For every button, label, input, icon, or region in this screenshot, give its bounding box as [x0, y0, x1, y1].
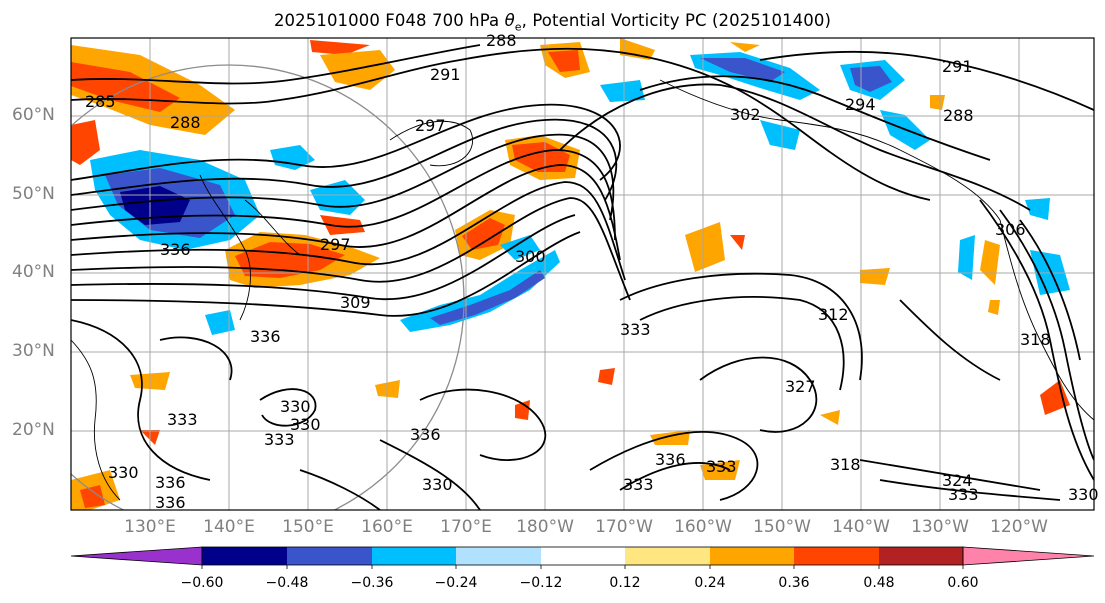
- grid-lines: [71, 38, 1094, 510]
- colorbar-swatch-4: [456, 547, 541, 565]
- colorbar-tick-label: −0.24: [434, 575, 478, 591]
- colorbar-tick-label: 0.60: [947, 575, 979, 591]
- colorbar-tick-label: 0.24: [694, 575, 726, 591]
- contour-label: 336: [410, 425, 441, 444]
- range-ring: [71, 64, 465, 510]
- colorbar-tick-label: 0.36: [778, 575, 810, 591]
- pv-shading: [71, 38, 1070, 510]
- contour-label: 330: [290, 415, 321, 434]
- contour-label: 333: [948, 485, 979, 504]
- contour-label: 285: [85, 92, 116, 111]
- colorbar-tick-label: −0.36: [350, 575, 394, 591]
- lat-label-50n: 50°N: [12, 184, 55, 204]
- colorbar-tick-label: −0.48: [265, 575, 309, 591]
- lat-label-30n: 30°N: [12, 341, 55, 361]
- colorbar-tick-label: −0.60: [180, 575, 224, 591]
- colorbar-swatch-8: [794, 547, 879, 565]
- contour-label: 318: [830, 455, 861, 474]
- theta-e-contours: [71, 44, 1094, 510]
- contour-label: 336: [160, 240, 191, 259]
- colorbar-swatch-5: [541, 547, 625, 565]
- contour-label: 330: [422, 475, 453, 494]
- colorbar-swatch-3: [372, 547, 456, 565]
- contour-label: 336: [655, 450, 686, 469]
- lon-label: 170°E: [440, 517, 492, 537]
- lon-label: 120°W: [990, 517, 1048, 537]
- contour-label: 306: [995, 220, 1026, 239]
- lon-label: 150°W: [753, 517, 811, 537]
- map-title: 2025101000 F048 700 hPa θe, Potential Vo…: [273, 11, 832, 34]
- coastlines: [71, 79, 1094, 501]
- contour-label: 309: [340, 293, 371, 312]
- contour-label: 288: [943, 106, 974, 125]
- lat-label-60n: 60°N: [12, 105, 55, 125]
- lon-label: 180°W: [516, 517, 574, 537]
- contour-label: 291: [430, 65, 461, 84]
- lon-label: 130°W: [911, 517, 969, 537]
- contour-label: 336: [250, 327, 281, 346]
- contour-label: 302: [730, 105, 761, 124]
- lon-label: 170°W: [595, 517, 653, 537]
- contour-label: 294: [845, 95, 876, 114]
- contour-label: 288: [170, 113, 201, 132]
- contour-label: 333: [620, 320, 651, 339]
- contour-label: 318: [1020, 330, 1051, 349]
- colorbar-swatch-0: [70, 546, 203, 566]
- contour-label: 330: [280, 397, 311, 416]
- contour-label: 330: [108, 463, 139, 482]
- contour-label: 297: [415, 116, 446, 135]
- lon-label: 140°E: [203, 517, 255, 537]
- map-frame: [70, 37, 1095, 511]
- contour-label: 333: [167, 410, 198, 429]
- contour-label: 300: [515, 247, 546, 266]
- contour-label: 336: [155, 493, 186, 512]
- colorbar-swatch-7: [710, 547, 794, 565]
- lon-label: 130°E: [124, 517, 176, 537]
- colorbar-swatch-9: [879, 547, 963, 565]
- contour-label: 297: [320, 235, 351, 254]
- contour-labels: 288 291 297 285 288 291 288 302 294 300 …: [85, 31, 1099, 512]
- contour-label: 336: [155, 473, 186, 492]
- colorbar-tick-label: 0.12: [609, 575, 641, 591]
- colorbar-tick-label: 0.48: [863, 575, 895, 591]
- colorbar-swatch-6: [625, 547, 710, 565]
- contour-label: 312: [818, 305, 849, 324]
- colorbar: [70, 546, 1095, 569]
- lat-label-20n: 20°N: [12, 420, 55, 440]
- colorbar-swatch-1: [202, 547, 287, 565]
- contour-label: 333: [264, 430, 295, 449]
- colorbar-tick-label: −0.12: [519, 575, 563, 591]
- lat-label-40n: 40°N: [12, 262, 55, 282]
- contour-label: 291: [942, 57, 973, 76]
- lon-label: 150°E: [282, 517, 334, 537]
- colorbar-swatch-10: [962, 546, 1095, 566]
- colorbar-swatch-2: [287, 547, 372, 565]
- lon-label: 140°W: [832, 517, 890, 537]
- lon-label: 160°E: [361, 517, 413, 537]
- contour-label: 333: [623, 475, 654, 494]
- lon-label: 160°W: [674, 517, 732, 537]
- contour-label: 327: [785, 377, 816, 396]
- contour-label: 288: [486, 31, 517, 50]
- contour-label: 330: [1068, 485, 1099, 504]
- contour-label: 333: [706, 457, 737, 476]
- contour-label: 324: [942, 471, 973, 490]
